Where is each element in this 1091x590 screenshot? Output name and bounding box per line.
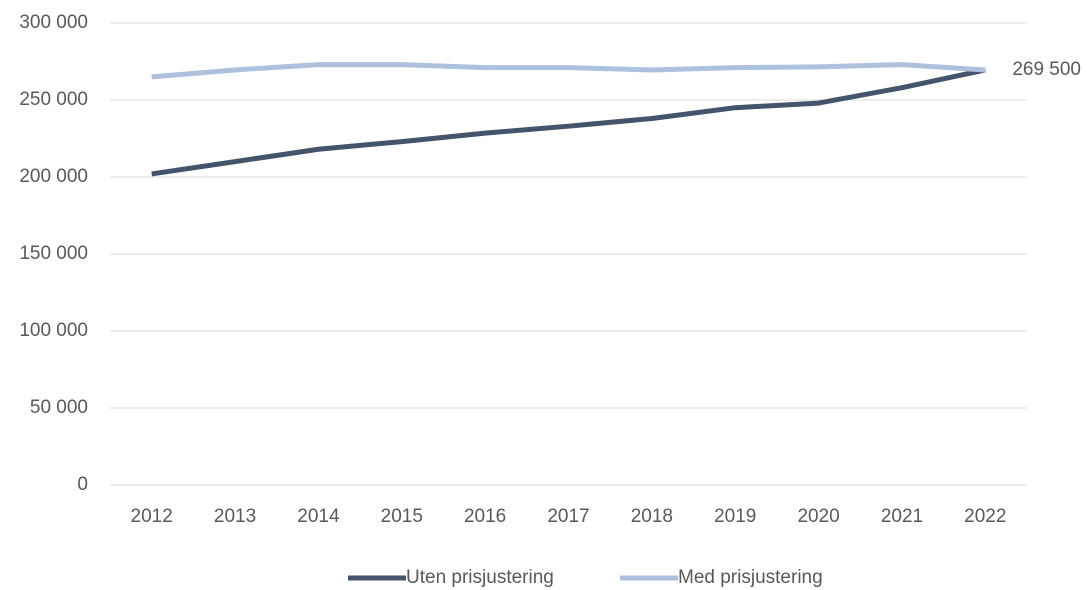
y-tick-label: 0 xyxy=(77,474,88,495)
x-tick-label: 2016 xyxy=(464,506,506,527)
y-tick-label: 200 000 xyxy=(19,166,88,187)
x-tick-label: 2018 xyxy=(631,506,673,527)
y-tick-label: 50 000 xyxy=(30,397,88,418)
series-line xyxy=(151,67,986,177)
y-tick-label: 150 000 xyxy=(19,243,88,264)
x-tick-label: 2020 xyxy=(797,506,839,527)
series-line xyxy=(151,62,986,80)
y-tick-label: 300 000 xyxy=(19,12,88,33)
data-label: 269 500 xyxy=(1012,59,1081,80)
x-tick-label: 2019 xyxy=(714,506,756,527)
x-tick-label: 2014 xyxy=(297,506,340,527)
x-tick-label: 2022 xyxy=(964,506,1006,527)
x-tick-label: 2012 xyxy=(131,506,173,527)
x-tick-label: 2013 xyxy=(214,506,256,527)
y-tick-label: 250 000 xyxy=(19,89,88,110)
x-tick-label: 2015 xyxy=(381,506,423,527)
x-tick-label: 2021 xyxy=(881,506,923,527)
x-tick-label: 2017 xyxy=(547,506,589,527)
legend-label: Uten prisjustering xyxy=(406,567,554,588)
legend-label: Med prisjustering xyxy=(678,567,823,588)
y-tick-label: 100 000 xyxy=(19,320,88,341)
